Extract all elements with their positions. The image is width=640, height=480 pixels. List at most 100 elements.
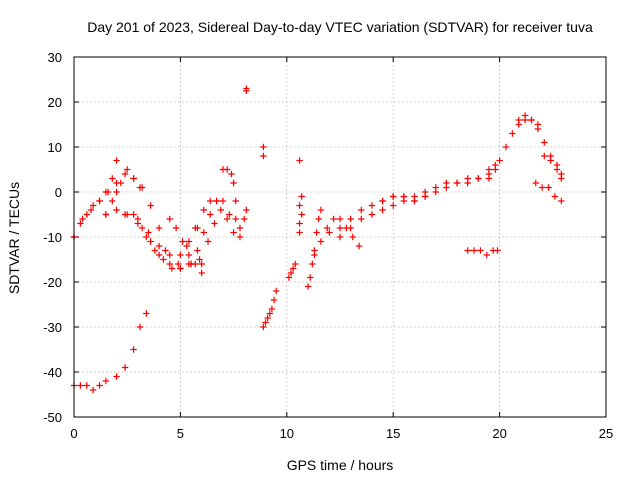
- data-point: [379, 197, 386, 205]
- data-point: [309, 260, 316, 268]
- axis-ticks: 0 5 10 15 20 25 -50 -40 -30 -20 -10 0 10 20 30: [43, 50, 613, 441]
- series-arc-22: [485, 112, 542, 173]
- data-point: [89, 202, 97, 209]
- series-arc-08: [175, 197, 220, 268]
- data-point: [211, 220, 218, 227]
- grid: [74, 57, 606, 417]
- data-point: [77, 220, 84, 227]
- data-point: [121, 364, 129, 371]
- data-point: [155, 242, 163, 250]
- data-point: [509, 130, 516, 137]
- x-axis-label: GPS time / hours: [287, 457, 394, 473]
- data-point: [470, 247, 478, 254]
- data-point: [130, 211, 137, 218]
- data-point: [260, 323, 267, 331]
- data-point: [260, 143, 267, 151]
- data-point: [453, 179, 461, 187]
- data-point: [390, 202, 397, 209]
- y-tick-label: -30: [43, 320, 62, 335]
- data-point: [89, 386, 97, 394]
- data-point: [326, 229, 333, 236]
- data-point: [200, 206, 208, 214]
- data-point: [138, 184, 146, 191]
- data-point: [241, 215, 248, 223]
- y-axis-label: SDTVAR / TECUs: [6, 182, 22, 294]
- data-point: [324, 224, 331, 232]
- data-point: [175, 260, 182, 268]
- series-arc-24: [541, 152, 565, 178]
- x-tick-label: 0: [70, 426, 77, 441]
- data-point: [553, 161, 561, 169]
- data-point: [368, 202, 376, 209]
- series-isolated-a: [243, 85, 267, 160]
- data-point: [260, 152, 267, 160]
- data-point: [147, 238, 154, 245]
- chart-title: Day 201 of 2023, Sidereal Day-to-day VTE…: [87, 19, 593, 35]
- y-tick-label: 30: [48, 50, 62, 65]
- data-point: [502, 143, 510, 151]
- data-point: [558, 197, 565, 205]
- data-point: [224, 215, 231, 223]
- data-point: [232, 215, 239, 223]
- data-point: [262, 319, 269, 326]
- data-point: [172, 224, 180, 232]
- data-point: [421, 193, 429, 200]
- data-point: [206, 197, 214, 205]
- series-arc-09: [187, 197, 233, 268]
- data-point: [217, 206, 225, 214]
- series-arc-23: [515, 116, 565, 182]
- data-point: [532, 179, 539, 187]
- data-point: [541, 152, 548, 160]
- data-point: [113, 157, 120, 164]
- data-point: [196, 256, 203, 263]
- data-point: [336, 233, 344, 241]
- data-point: [315, 215, 322, 223]
- data-point: [485, 166, 493, 173]
- series-arc-18: [326, 193, 408, 236]
- data-point: [147, 202, 154, 209]
- data-point: [298, 211, 305, 218]
- data-point: [226, 211, 233, 218]
- data-point: [143, 233, 150, 241]
- data-point: [117, 179, 125, 187]
- y-tick-label: -40: [43, 365, 62, 380]
- series-arc-11: [219, 166, 239, 223]
- data-point: [336, 224, 344, 232]
- data-point: [224, 166, 231, 173]
- data-point: [368, 211, 376, 218]
- data-point: [313, 229, 320, 236]
- series-arc-20: [379, 166, 499, 205]
- data-point: [166, 251, 173, 259]
- data-point: [213, 197, 220, 205]
- data-point: [143, 310, 150, 317]
- data-point: [198, 260, 205, 268]
- data-point: [266, 310, 273, 317]
- data-point: [464, 179, 471, 187]
- data-point: [219, 197, 227, 205]
- data-point: [477, 247, 484, 254]
- data-point: [204, 238, 212, 245]
- data-point: [545, 184, 552, 191]
- data-point: [130, 346, 137, 353]
- data-point: [113, 206, 120, 214]
- data-point: [485, 175, 493, 182]
- plot-frame: [73, 56, 607, 418]
- data-point: [347, 215, 354, 223]
- data-point: [200, 229, 208, 236]
- data-point: [311, 251, 318, 259]
- data-point: [194, 247, 201, 254]
- data-point: [155, 251, 163, 259]
- data-point: [232, 197, 239, 205]
- data-point: [183, 242, 190, 250]
- x-tick-label: 15: [386, 426, 400, 441]
- data-point: [336, 215, 344, 223]
- data-point: [270, 296, 278, 304]
- series-arc-10: [198, 206, 244, 268]
- data-point: [296, 202, 303, 209]
- data-point: [230, 229, 237, 236]
- series-arc-25: [532, 179, 565, 205]
- data-point: [307, 274, 314, 281]
- x-tick-label: 25: [599, 426, 613, 441]
- data-point: [87, 206, 95, 214]
